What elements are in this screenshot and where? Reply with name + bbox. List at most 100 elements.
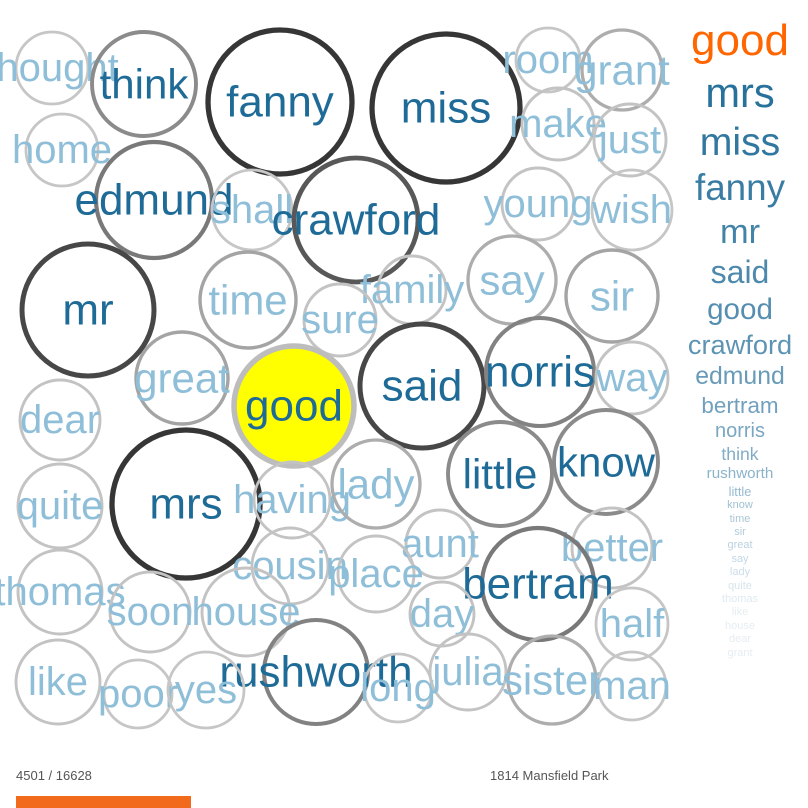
bubble-label: mrs <box>149 480 222 529</box>
bubble-mrs: mrs <box>109 427 263 581</box>
bubble-label: room <box>502 38 593 82</box>
bubble-circle <box>14 638 102 726</box>
bubble-circle <box>291 155 421 285</box>
rank-item-good: good <box>707 293 773 327</box>
bubble-label: home <box>12 128 112 172</box>
bubble-label: poor <box>98 672 178 716</box>
bubble-aunt: aunt <box>401 508 479 580</box>
bubble-circle <box>564 248 660 344</box>
bubble-circle <box>552 408 660 516</box>
bubble-label: young <box>484 182 593 226</box>
bubble-label: grant <box>574 47 670 94</box>
bubble-circle <box>520 86 596 162</box>
bubble-circle <box>231 343 357 469</box>
bubble-circle <box>252 460 332 540</box>
bubble-label: sir <box>590 273 634 320</box>
bubble-circle <box>590 168 674 252</box>
bubble-label: shall <box>211 188 293 232</box>
bubble-poor: poor <box>98 658 178 730</box>
bubble-grant: grant <box>574 28 670 112</box>
bubble-circle <box>330 438 422 530</box>
bubble-thomas: thomas <box>0 548 126 636</box>
rank-item-mr: mr <box>719 213 761 252</box>
bubble-circle <box>594 586 670 662</box>
progress-counter: 4501 / 16628 <box>16 768 92 783</box>
bubble-soon: soon <box>107 570 193 654</box>
bubble-young: young <box>484 166 593 242</box>
bubble-label: just <box>598 118 661 162</box>
bubble-label: place <box>328 552 424 596</box>
bubble-way: way <box>594 340 670 416</box>
bubble-circle <box>404 508 476 580</box>
rank-item-little: little <box>728 483 752 499</box>
bubble-label: lady <box>337 461 414 508</box>
bubble-circle <box>479 525 597 643</box>
rank-item-mrs: mrs <box>705 68 775 116</box>
bubble-label: dear <box>20 398 100 442</box>
bubble-circle <box>446 420 554 528</box>
bubble-label: man <box>593 664 671 708</box>
bubble-circle <box>166 650 246 730</box>
bubble-little: little <box>446 420 554 528</box>
bubble-circle <box>24 112 100 188</box>
bubble-man: man <box>593 650 671 722</box>
bubble-circle <box>514 26 582 94</box>
bubble-circle <box>102 658 174 730</box>
bubble-room: room <box>502 26 594 94</box>
bubble-dear: dear <box>18 378 102 462</box>
bubble-circle <box>484 316 596 428</box>
bubble-label: sure <box>301 298 379 342</box>
bubble-bertram: bertram <box>462 525 614 643</box>
bubble-circle <box>592 102 668 178</box>
bubble-chart: thoughtthinkfannymissroomgranthomemakeju… <box>0 26 674 730</box>
bubble-label: mr <box>62 286 113 335</box>
bubble-circle <box>369 31 523 185</box>
bubble-good: good <box>231 343 357 469</box>
bubble-cousin: cousin <box>232 526 348 606</box>
bubble-circle <box>302 282 378 358</box>
bubble-time: time <box>198 250 298 350</box>
bubble-circle <box>500 166 576 242</box>
bubble-label: aunt <box>401 522 479 566</box>
bubble-label: crawford <box>272 196 441 245</box>
bubble-make: make <box>509 86 607 162</box>
rank-item-quite: quite <box>728 579 752 592</box>
bubble-half: half <box>594 586 670 662</box>
bubble-circle <box>14 30 90 106</box>
bubble-norris: norris <box>484 316 596 428</box>
bubble-sir: sir <box>564 248 660 344</box>
bubble-label: make <box>509 102 607 146</box>
rank-item-crawford: crawford <box>687 329 793 361</box>
bubble-label: fanny <box>226 78 334 127</box>
bubble-just: just <box>592 102 668 178</box>
bubble-circle <box>205 27 355 177</box>
bubble-circle <box>16 462 104 550</box>
bubble-thought: thought <box>0 30 119 106</box>
bubble-home: home <box>12 112 112 188</box>
bubble-label: think <box>100 61 190 108</box>
bubble-circle <box>19 241 157 379</box>
bubble-label: family <box>360 268 464 312</box>
rank-item-think: think <box>721 443 759 464</box>
bubble-label: house <box>192 590 301 634</box>
bubble-label: cousin <box>232 544 348 588</box>
bubble-sure: sure <box>301 282 379 358</box>
bubble-circle <box>90 30 198 138</box>
bubble-circle <box>198 250 298 350</box>
bubble-label: know <box>557 439 656 486</box>
bubble-label: julia <box>431 650 504 694</box>
rank-item-know: know <box>727 499 753 512</box>
bubble-circle <box>596 650 668 722</box>
rank-item-thomas: thomas <box>721 592 759 605</box>
bubble-know: know <box>552 408 660 516</box>
bubble-label: norris <box>485 348 595 397</box>
rank-item-edmund: edmund <box>695 362 785 390</box>
bubble-better: better <box>561 506 663 590</box>
bubble-label: great <box>134 355 230 402</box>
bubble-circle <box>108 570 192 654</box>
rank-item-bertram: bertram <box>701 392 779 418</box>
bubble-label: yes <box>175 668 237 712</box>
bubble-label: bertram <box>462 560 614 609</box>
bubble-shall: shall <box>210 168 294 252</box>
bubble-said: said <box>357 321 487 451</box>
